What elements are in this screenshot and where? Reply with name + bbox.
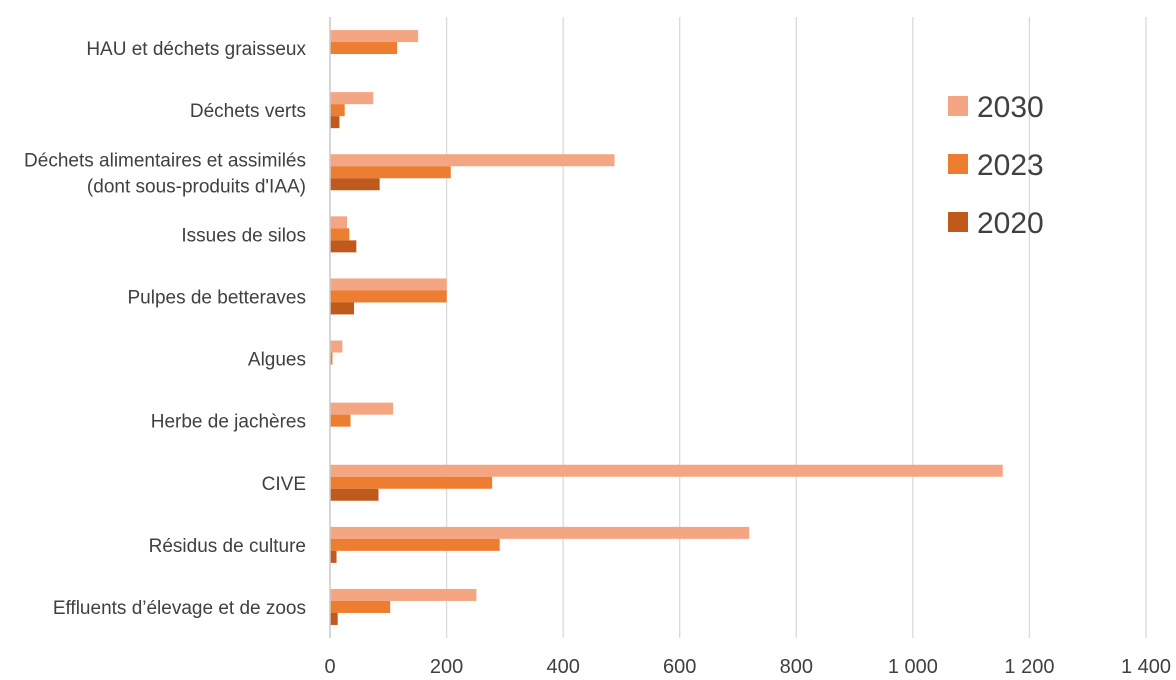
bar-2023 <box>330 414 351 427</box>
legend-swatch-2030 <box>948 96 968 116</box>
bar-2030 <box>330 92 374 105</box>
category-label: HAU et déchets graisseux <box>86 39 306 60</box>
gridlines <box>445 17 1147 638</box>
category-label: Herbe de jachères <box>151 412 306 433</box>
legend-label: 2030 <box>977 91 1044 124</box>
category-label: Résidus de culture <box>149 536 306 557</box>
bar-2023 <box>330 42 398 55</box>
bar-2020 <box>330 612 338 625</box>
bar-2020 <box>330 302 355 315</box>
category-label: Déchets alimentaires et assimilés (dont s… <box>24 150 306 197</box>
x-tick-label: 0 <box>324 656 335 678</box>
x-tick-label: 1 000 <box>888 656 938 678</box>
bar-2030 <box>330 154 615 167</box>
x-tick-label: 600 <box>663 656 696 678</box>
bar-2023 <box>330 600 391 613</box>
category-label: Issues de silos <box>181 225 306 246</box>
category-label: Effluents d’élevage et de zoos <box>53 598 306 619</box>
bar-2020 <box>330 116 340 129</box>
bar-2030 <box>330 216 348 229</box>
category-label: Pulpes de betteraves <box>127 287 306 308</box>
bar-2023 <box>330 290 447 303</box>
bar-2023 <box>330 104 345 117</box>
legend-swatch-2023 <box>948 154 968 174</box>
bar-2020 <box>330 178 380 191</box>
bar-2023 <box>330 352 333 365</box>
bar-2030 <box>330 278 447 291</box>
x-tick-label: 800 <box>780 656 813 678</box>
x-tick-label: 200 <box>430 656 463 678</box>
bar-2030 <box>330 526 750 539</box>
legend-label: 2023 <box>977 149 1044 182</box>
category-labels: HAU et déchets graisseux Déchets verts Déc… <box>24 39 306 619</box>
bar-2020 <box>330 240 357 253</box>
bar-2030 <box>330 588 477 601</box>
bar-2030 <box>330 340 343 353</box>
category-label: Algues <box>248 350 306 371</box>
bars <box>330 30 1003 625</box>
bar-2023 <box>330 476 493 489</box>
bar-2030 <box>330 402 394 415</box>
bar-2023 <box>330 166 451 179</box>
x-tick-label: 400 <box>546 656 579 678</box>
bar-2023 <box>330 538 500 551</box>
bar-2020 <box>330 550 337 563</box>
bar-2023 <box>330 228 350 241</box>
x-tick-label: 1 400 <box>1121 656 1171 678</box>
bar-2030 <box>330 464 1003 477</box>
legend-label: 2020 <box>977 207 1044 240</box>
legend-swatch-2020 <box>948 212 968 232</box>
x-tick-labels: 0 200 400 600 800 1 000 1 200 1 400 <box>324 656 1171 678</box>
x-tick-label: 1 200 <box>1004 656 1054 678</box>
category-label: CIVE <box>262 474 306 495</box>
category-label: Déchets verts <box>190 101 306 122</box>
bar-2020 <box>330 488 379 501</box>
bar-2030 <box>330 30 419 43</box>
legend: 2030 2023 2020 <box>948 91 1044 240</box>
